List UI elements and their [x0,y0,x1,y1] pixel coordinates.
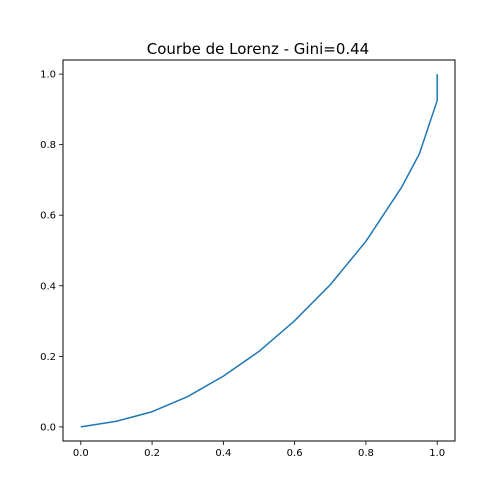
x-axis-ticks: 0.0 0.2 0.4 0.6 0.8 1.0 [73,441,445,459]
x-tick-label: 0.0 [73,448,89,459]
x-tick-label: 1.0 [429,448,445,459]
chart-title: Courbe de Lorenz - Gini=0.44 [147,40,369,58]
x-tick-label: 0.6 [287,448,303,459]
y-tick-label: 0.4 [40,281,56,292]
plot-area-frame [62,59,456,442]
lorenz-curve-line [80,74,438,428]
x-tick-label: 0.2 [144,448,160,459]
y-tick-label: 0.8 [40,140,56,151]
y-axis-ticks: 0.0 0.2 0.4 0.6 0.8 1.0 [40,70,63,433]
series-layer [80,74,438,428]
x-tick-label: 0.4 [215,448,231,459]
x-tick-label: 0.8 [358,448,374,459]
y-tick-label: 1.0 [40,70,56,81]
y-tick-label: 0.2 [40,352,56,363]
y-tick-label: 0.6 [40,211,56,222]
y-tick-label: 0.0 [40,422,56,433]
